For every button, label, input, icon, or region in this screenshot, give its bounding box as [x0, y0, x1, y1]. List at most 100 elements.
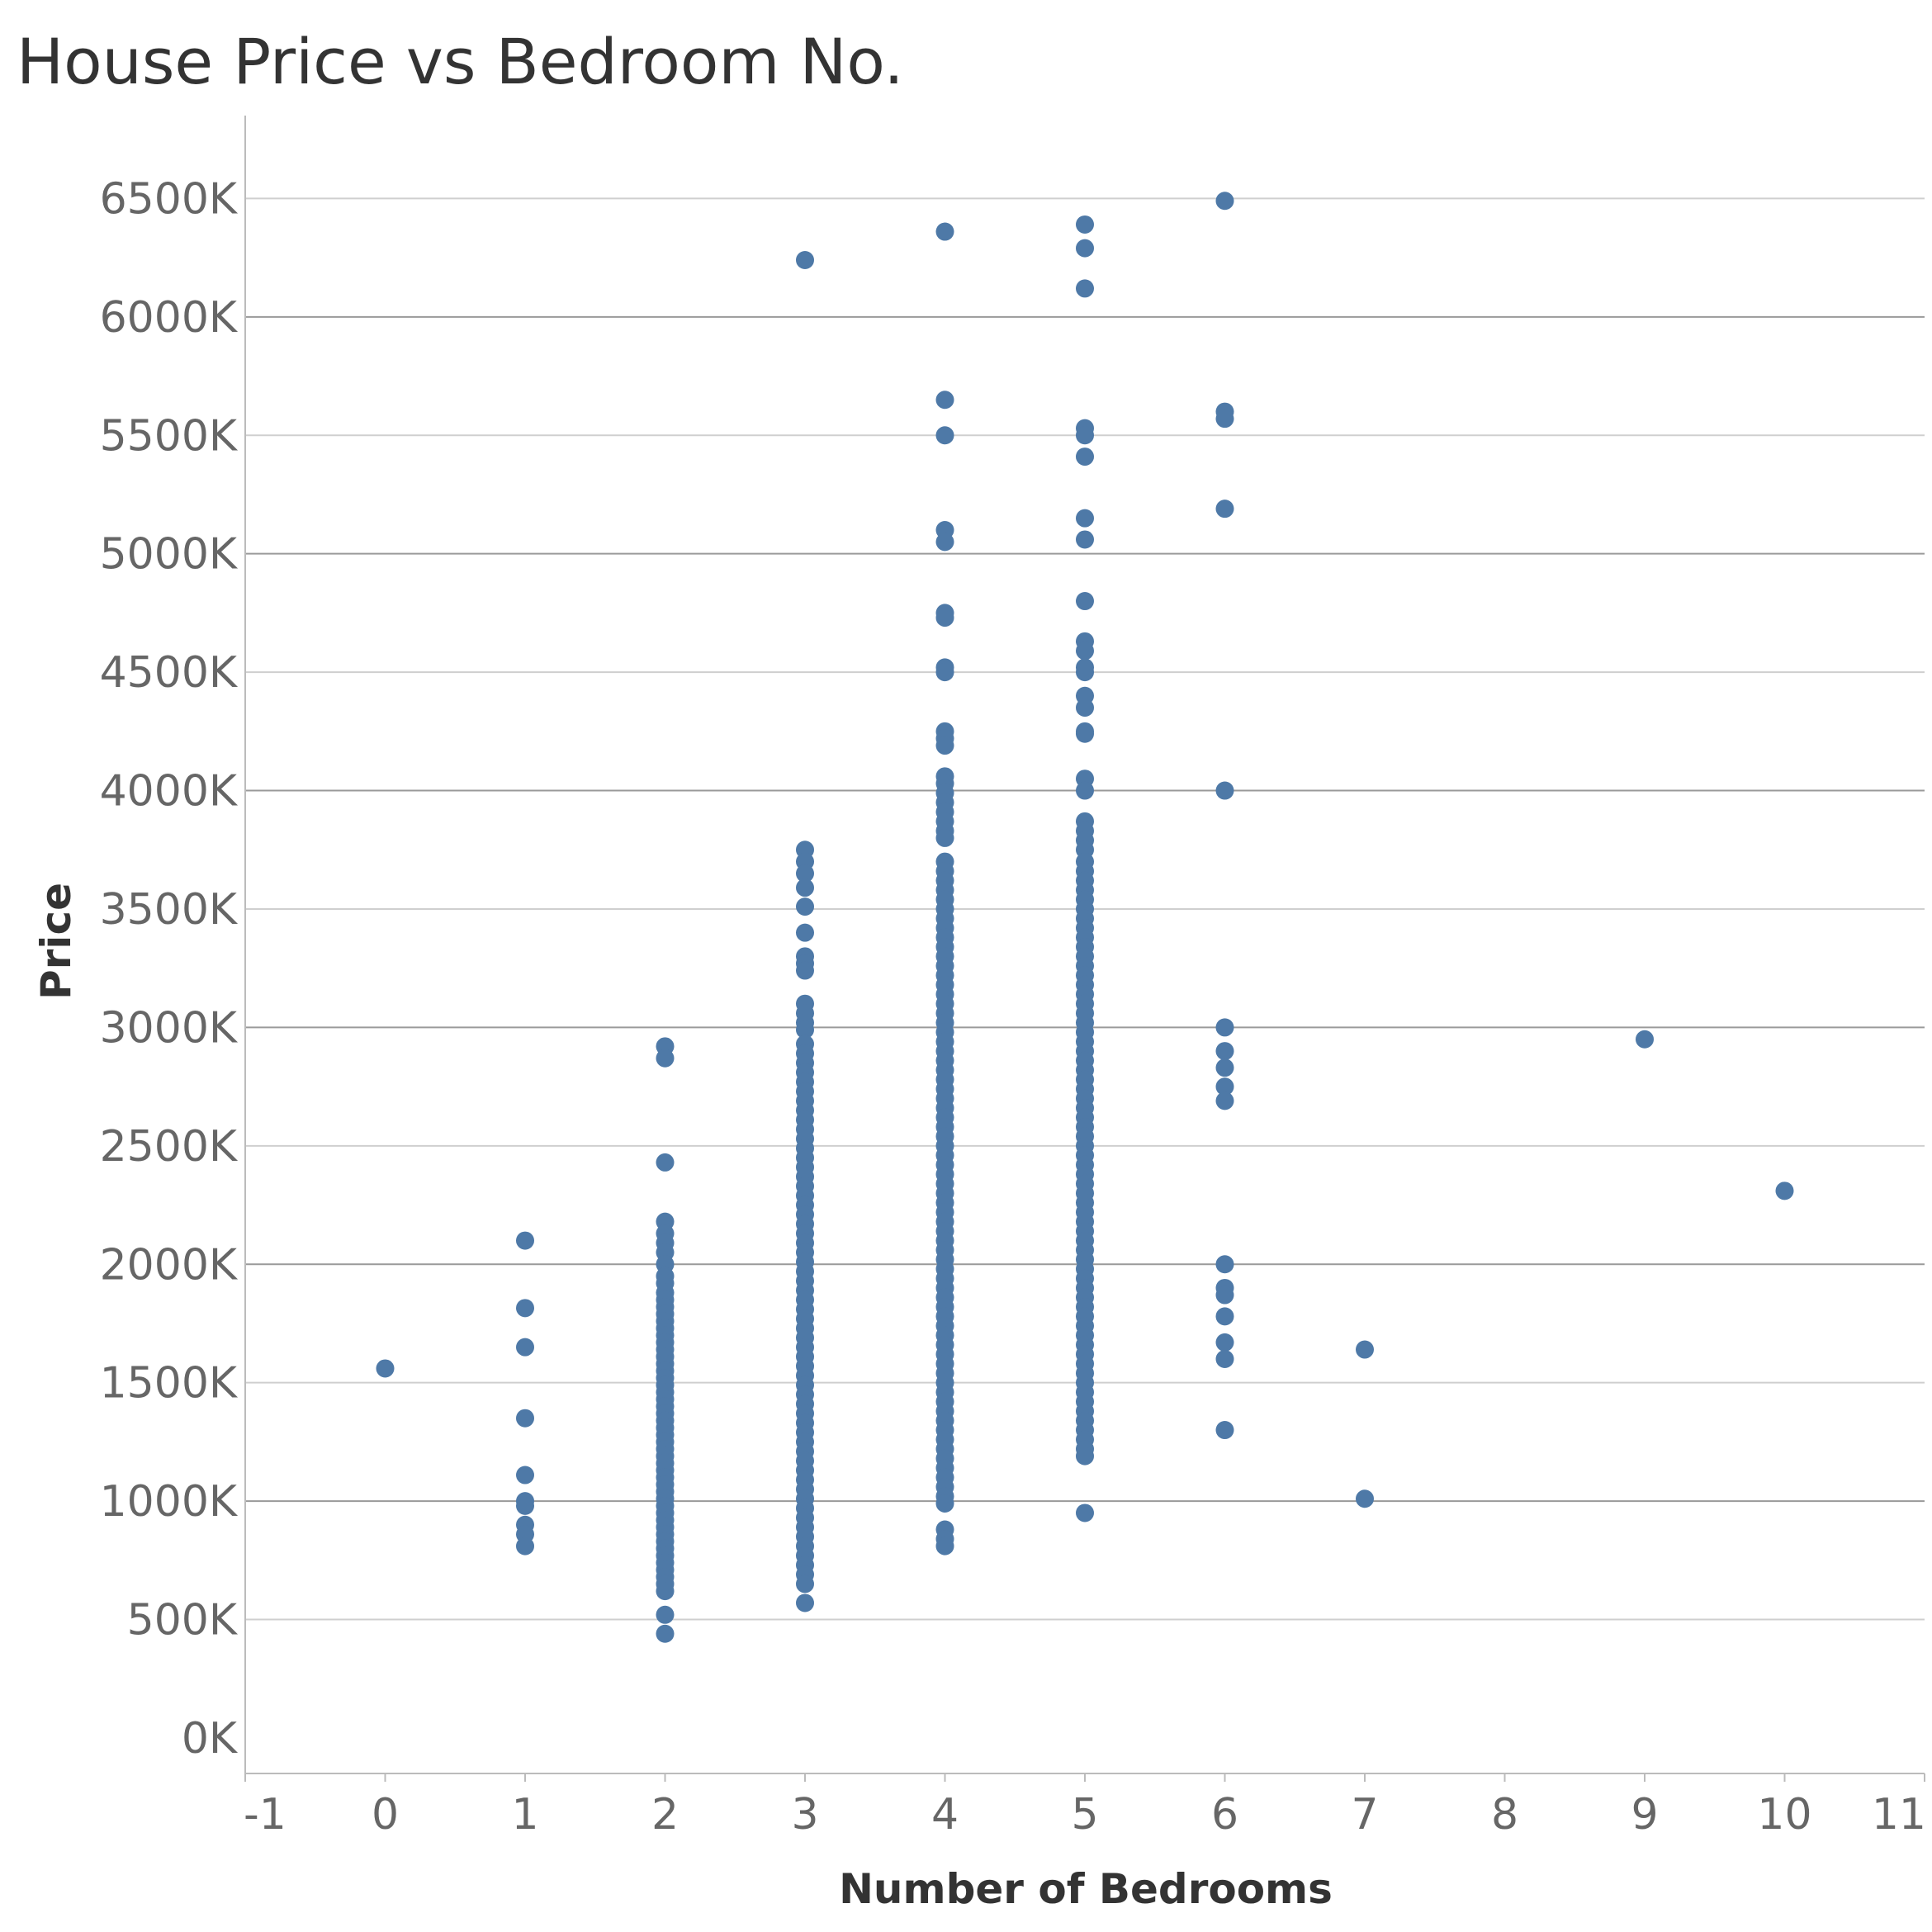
data-point[interactable] [1215, 192, 1234, 211]
data-point[interactable] [796, 923, 814, 942]
data-point[interactable] [1076, 592, 1094, 611]
data-point[interactable] [1775, 1181, 1794, 1200]
x-tick-label: 6 [1211, 1790, 1238, 1840]
data-point[interactable] [796, 878, 814, 897]
y-axis-ticks: 0K 500K 1000K 1500K 2000K 2500K 3000K 3500K 4000… [100, 174, 239, 1764]
data-point[interactable] [1076, 663, 1094, 682]
x-axis-ticks: -1 0 1 2 3 4 5 6 7 8 9 10 11 [244, 1773, 1926, 1840]
data-point[interactable] [516, 1466, 534, 1485]
data-point[interactable] [1076, 724, 1094, 743]
y-tick-label: 2500K [100, 1122, 239, 1172]
data-points [376, 192, 1794, 1643]
data-point[interactable] [376, 1359, 395, 1378]
data-point[interactable] [796, 1020, 814, 1039]
data-point[interactable] [1215, 1042, 1234, 1061]
y-tick-label: 6000K [100, 293, 239, 343]
data-point[interactable] [935, 663, 954, 682]
data-point[interactable] [1076, 698, 1094, 717]
x-axis-title: Number of Bedrooms [839, 1865, 1333, 1913]
data-point[interactable] [656, 1153, 675, 1172]
data-point[interactable] [1215, 1077, 1234, 1096]
data-point[interactable] [656, 1605, 675, 1624]
data-point[interactable] [656, 1624, 675, 1643]
data-point[interactable] [1076, 1503, 1094, 1522]
data-point[interactable] [516, 1299, 534, 1318]
y-tick-label: 4000K [100, 767, 239, 817]
x-tick-label: -1 [244, 1790, 286, 1840]
x-tick-label: 1 [511, 1790, 538, 1840]
y-tick-label: 2000K [100, 1240, 239, 1290]
x-tick-label: 8 [1491, 1790, 1518, 1840]
y-tick-label: 3500K [100, 885, 239, 935]
data-point[interactable] [1076, 781, 1094, 800]
data-point[interactable] [935, 736, 954, 755]
data-point[interactable] [1215, 1333, 1234, 1352]
data-point[interactable] [656, 1049, 675, 1068]
data-point[interactable] [1076, 1447, 1094, 1466]
data-point[interactable] [1076, 509, 1094, 528]
data-point[interactable] [1215, 1286, 1234, 1305]
x-tick-label: 0 [372, 1790, 399, 1840]
data-point[interactable] [1215, 1018, 1234, 1037]
data-point[interactable] [1215, 1058, 1234, 1077]
x-tick-label: 9 [1631, 1790, 1658, 1840]
data-point[interactable] [935, 608, 954, 627]
chart-title: House Price vs Bedroom No. [17, 25, 904, 98]
x-tick-label: 5 [1071, 1790, 1098, 1840]
data-point[interactable] [516, 1338, 534, 1357]
data-point[interactable] [516, 1409, 534, 1428]
data-point[interactable] [935, 533, 954, 552]
data-point[interactable] [935, 426, 954, 445]
data-point[interactable] [796, 864, 814, 883]
data-point[interactable] [1356, 1340, 1374, 1359]
data-point[interactable] [796, 1574, 814, 1593]
data-point[interactable] [516, 1231, 534, 1250]
data-point[interactable] [1215, 1091, 1234, 1110]
data-point[interactable] [1076, 447, 1094, 466]
x-tick-label: 10 [1757, 1790, 1811, 1840]
x-tick-label: 7 [1351, 1790, 1378, 1840]
y-tick-label: 4500K [100, 648, 239, 698]
data-point[interactable] [796, 250, 814, 269]
y-tick-label: 1000K [100, 1477, 239, 1527]
x-tick-label: 3 [791, 1790, 818, 1840]
data-point[interactable] [1076, 239, 1094, 258]
x-tick-label: 11 [1872, 1790, 1926, 1840]
data-point[interactable] [1215, 1255, 1234, 1274]
data-point[interactable] [1215, 1350, 1234, 1368]
x-tick-label: 2 [651, 1790, 679, 1840]
data-point[interactable] [516, 1496, 534, 1515]
data-point[interactable] [796, 1593, 814, 1612]
x-tick-label: 4 [931, 1790, 959, 1840]
data-point[interactable] [1215, 781, 1234, 800]
y-tick-label: 3000K [100, 1003, 239, 1053]
y-tick-label: 6500K [100, 174, 239, 224]
data-point[interactable] [1356, 1489, 1374, 1508]
data-point[interactable] [935, 222, 954, 241]
data-point[interactable] [1215, 500, 1234, 519]
data-point[interactable] [935, 1537, 954, 1556]
data-point[interactable] [1076, 642, 1094, 661]
data-point[interactable] [1076, 530, 1094, 549]
y-tick-label: 0K [182, 1714, 239, 1764]
data-point[interactable] [796, 961, 814, 980]
data-point[interactable] [935, 1494, 954, 1513]
data-point[interactable] [1076, 426, 1094, 445]
y-tick-label: 5000K [100, 530, 239, 580]
data-point[interactable] [656, 1582, 675, 1601]
y-axis-title: Price [32, 883, 80, 1000]
data-point[interactable] [1636, 1030, 1654, 1049]
y-tick-label: 1500K [100, 1359, 239, 1409]
data-point[interactable] [935, 391, 954, 410]
y-tick-label: 500K [127, 1596, 239, 1646]
data-point[interactable] [935, 828, 954, 847]
y-tick-label: 5500K [100, 411, 239, 461]
data-point[interactable] [1215, 1421, 1234, 1440]
data-point[interactable] [796, 897, 814, 916]
data-point[interactable] [1076, 215, 1094, 234]
data-point[interactable] [516, 1537, 534, 1556]
data-point[interactable] [1215, 410, 1234, 429]
data-point[interactable] [1215, 1307, 1234, 1326]
data-point[interactable] [1076, 279, 1094, 298]
